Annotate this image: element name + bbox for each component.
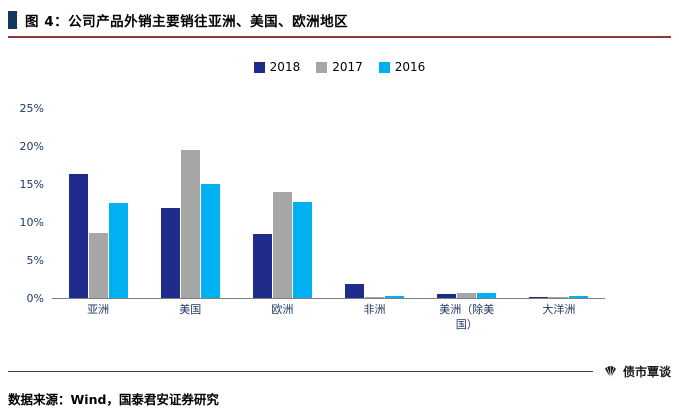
bar-group-非洲 [345, 283, 405, 298]
x-axis-label-大洋洲: 大洋洲 [542, 303, 576, 316]
figure-header: 图 4：公司产品外销主要销往亚洲、美国、欧洲地区 [8, 10, 671, 30]
footer-divider-row: 债市覃谈 [8, 363, 671, 380]
bar-2016-亚洲 [108, 203, 128, 298]
x-axis-label-亚洲: 亚洲 [87, 303, 110, 316]
bar-2018-亚洲 [68, 174, 88, 298]
legend-item-2017: 2017 [316, 60, 363, 74]
legend-label: 2017 [332, 60, 363, 74]
legend-swatch-2017 [316, 61, 328, 73]
x-axis-label-非洲: 非洲 [363, 303, 386, 316]
bar-2017-美国 [180, 149, 200, 298]
x-axis-label-美国: 美国 [179, 303, 202, 316]
bar-group-欧洲 [252, 191, 312, 298]
title-underline [8, 36, 671, 38]
x-axis-labels: 亚洲 美国 欧洲 非洲 美洲（除美国） 大洋洲 [52, 303, 605, 333]
x-axis-label-美洲（除美国）: 美洲（除美国） [439, 303, 495, 331]
title-accent-bar [8, 11, 17, 29]
bar-2018-欧洲 [252, 234, 272, 298]
fan-icon [603, 364, 618, 379]
footer-divider-line [8, 370, 593, 372]
legend-swatch-2016 [378, 61, 390, 73]
y-axis: 0% 5% 10% 15% 20% 25% [8, 102, 52, 305]
plot-area: 亚洲 美国 欧洲 非洲 美洲（除美国） 大洋洲 [52, 108, 605, 333]
legend-swatch-2018 [253, 61, 265, 73]
legend-item-2016: 2016 [378, 60, 426, 74]
bar-2017-美洲（除美国） [457, 293, 477, 298]
data-source: 数据来源：Wind，国泰君安证券研究 [8, 391, 219, 407]
bar-2016-非洲 [385, 295, 405, 298]
bar-group-大洋洲 [529, 295, 589, 298]
bar-chart: 0% 5% 10% 15% 20% 25% 亚洲 美国 欧洲 非洲 美洲（除美国） 大洋洲 [8, 102, 671, 333]
y-tick-label: 10% [19, 216, 44, 229]
y-tick-label: 5% [26, 254, 44, 267]
bars-region [52, 108, 605, 299]
y-tick-label: 0% [26, 292, 44, 305]
legend-label: 2018 [269, 60, 301, 74]
y-tick-label: 25% [19, 102, 44, 115]
bar-2018-大洋洲 [529, 297, 549, 298]
chart-legend: 2018 2017 2016 [8, 60, 671, 74]
bar-group-亚洲 [68, 174, 128, 298]
x-axis-label-欧洲: 欧洲 [271, 303, 294, 316]
bar-group-美洲（除美国） [437, 292, 497, 298]
watermark-label: 债市覃谈 [622, 364, 671, 379]
y-tick-label: 15% [19, 178, 44, 191]
bar-2016-欧洲 [292, 202, 312, 298]
bar-2018-美国 [160, 208, 180, 298]
bar-2017-非洲 [365, 297, 385, 298]
bar-2017-亚洲 [88, 232, 108, 298]
bar-2016-美国 [200, 184, 220, 298]
bar-group-美国 [160, 149, 220, 298]
legend-item-2018: 2018 [253, 60, 301, 74]
y-tick-label: 20% [19, 140, 44, 153]
bar-2018-非洲 [345, 283, 365, 298]
figure-title: 图 4：公司产品外销主要销往亚洲、美国、欧洲地区 [25, 14, 349, 30]
bar-2017-欧洲 [272, 191, 292, 298]
bar-2016-美洲（除美国） [477, 292, 497, 298]
bar-2018-美洲（除美国） [437, 294, 457, 298]
bar-2016-大洋洲 [569, 295, 589, 298]
legend-label: 2016 [394, 60, 426, 74]
bar-2017-大洋洲 [549, 297, 569, 298]
